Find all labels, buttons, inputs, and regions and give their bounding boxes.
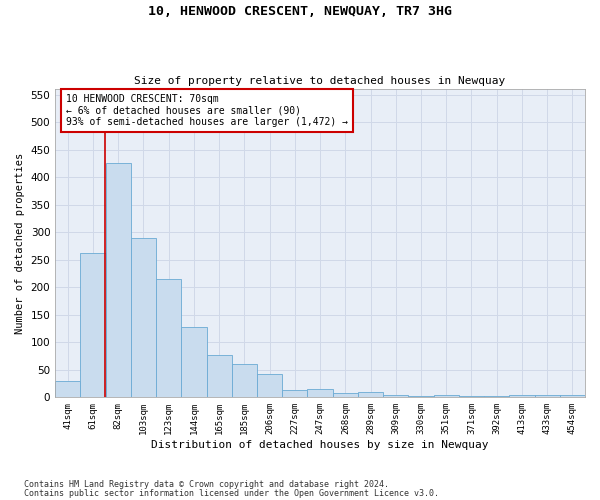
Bar — [358, 392, 383, 398]
Bar — [383, 394, 409, 398]
Bar — [332, 393, 358, 398]
Bar — [307, 389, 332, 398]
Bar — [560, 395, 585, 398]
Bar — [257, 374, 282, 398]
Text: Contains public sector information licensed under the Open Government Licence v3: Contains public sector information licen… — [24, 490, 439, 498]
Bar — [131, 238, 156, 398]
Bar — [156, 279, 181, 398]
Bar — [282, 390, 307, 398]
Bar — [80, 252, 106, 398]
Bar — [409, 396, 434, 398]
Bar — [232, 364, 257, 398]
Bar — [434, 395, 459, 398]
Bar — [106, 164, 131, 398]
Text: 10 HENWOOD CRESCENT: 70sqm
← 6% of detached houses are smaller (90)
93% of semi-: 10 HENWOOD CRESCENT: 70sqm ← 6% of detac… — [66, 94, 348, 127]
Bar — [484, 396, 509, 398]
X-axis label: Distribution of detached houses by size in Newquay: Distribution of detached houses by size … — [151, 440, 489, 450]
Title: Size of property relative to detached houses in Newquay: Size of property relative to detached ho… — [134, 76, 506, 86]
Bar — [459, 396, 484, 398]
Bar — [181, 327, 206, 398]
Text: Contains HM Land Registry data © Crown copyright and database right 2024.: Contains HM Land Registry data © Crown c… — [24, 480, 389, 489]
Text: 10, HENWOOD CRESCENT, NEWQUAY, TR7 3HG: 10, HENWOOD CRESCENT, NEWQUAY, TR7 3HG — [148, 5, 452, 18]
Bar — [206, 355, 232, 398]
Bar — [509, 394, 535, 398]
Y-axis label: Number of detached properties: Number of detached properties — [15, 152, 25, 334]
Bar — [55, 381, 80, 398]
Bar — [535, 395, 560, 398]
